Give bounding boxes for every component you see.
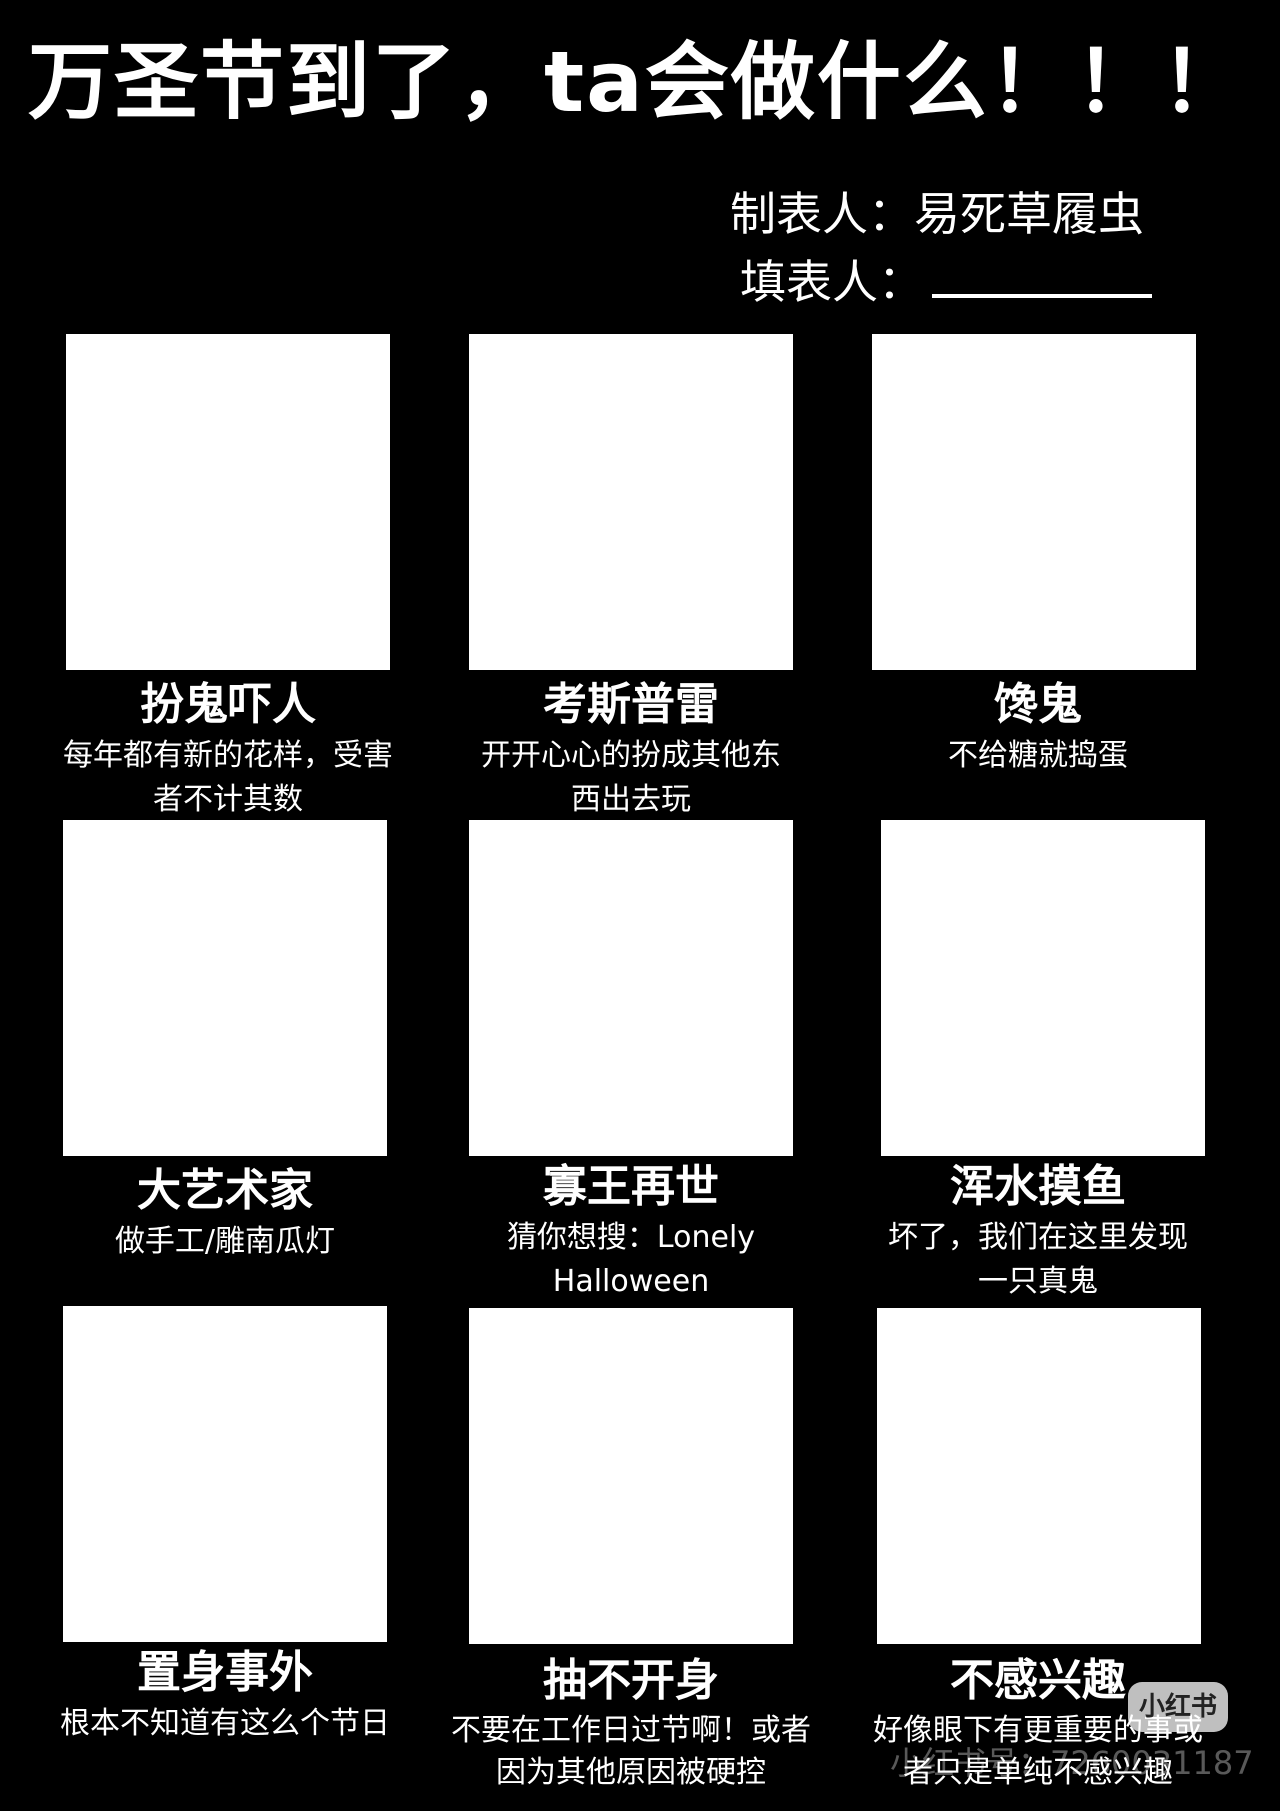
watermark-text: 小红书号：7260031187 (890, 1744, 1254, 1782)
cell-desc: 猜你想搜：Lonely Halloween (506, 1220, 756, 1299)
filler-blank[interactable] (932, 258, 1152, 298)
photo-slot[interactable] (66, 334, 390, 670)
cell-desc: 不要在工作日过节啊！或者因为其他原因被硬控 (451, 1713, 811, 1790)
cell-name: 大艺术家 (137, 1165, 313, 1216)
photo-slot[interactable] (877, 1308, 1201, 1644)
page-title: 万圣节到了，ta会做什么！！！ (28, 33, 1247, 131)
cell-desc: 做手工/雕南瓜灯 (114, 1224, 336, 1259)
watermark-badge: 小红书 (1128, 1682, 1228, 1732)
photo-slot[interactable] (63, 1306, 387, 1642)
cell-name: 不感兴趣 (950, 1655, 1126, 1706)
cell-name: 抽不开身 (543, 1655, 719, 1706)
cell-name: 浑水摸鱼 (950, 1161, 1126, 1212)
maker-line: 制表人：易死草履虫 (730, 187, 1144, 241)
cell-caption: 寡王再世 猜你想搜：Lonely Halloween (441, 1162, 821, 1304)
photo-slot[interactable] (469, 334, 793, 670)
photo-slot[interactable] (469, 1308, 793, 1644)
cell-name: 置身事外 (137, 1647, 313, 1698)
photo-slot[interactable] (469, 820, 793, 1156)
filler-line: 填表人： (740, 254, 1152, 310)
cell-name: 馋鬼 (994, 679, 1082, 730)
cell-caption: 置身事外 根本不知道有这么个节日 (35, 1648, 415, 1746)
cell-desc: 根本不知道有这么个节日 (60, 1706, 390, 1741)
cell-caption: 大艺术家 做手工/雕南瓜灯 (35, 1166, 415, 1264)
cell-name: 考斯普雷 (543, 679, 719, 730)
cell-caption: 扮鬼吓人 每年都有新的花样，受害者不计其数 (38, 680, 418, 822)
photo-slot[interactable] (63, 820, 387, 1156)
cell-caption: 抽不开身 不要在工作日过节啊！或者因为其他原因被硬控 (441, 1656, 821, 1794)
cell-desc: 每年都有新的花样，受害者不计其数 (63, 738, 393, 817)
cell-caption: 考斯普雷 开开心心的扮成其他东西出去玩 (441, 680, 821, 822)
photo-slot[interactable] (881, 820, 1205, 1156)
cell-desc: 开开心心的扮成其他东西出去玩 (481, 738, 781, 817)
cell-name: 扮鬼吓人 (140, 679, 316, 730)
cell-name: 寡王再世 (543, 1161, 719, 1212)
cell-desc: 不给糖就捣蛋 (948, 738, 1128, 773)
photo-slot[interactable] (872, 334, 1196, 670)
cell-caption: 浑水摸鱼 坏了，我们在这里发现一只真鬼 (848, 1162, 1228, 1304)
filler-label: 填表人： (740, 255, 924, 309)
cell-caption: 馋鬼 不给糖就捣蛋 (848, 680, 1228, 778)
cell-desc: 坏了，我们在这里发现一只真鬼 (888, 1220, 1188, 1299)
